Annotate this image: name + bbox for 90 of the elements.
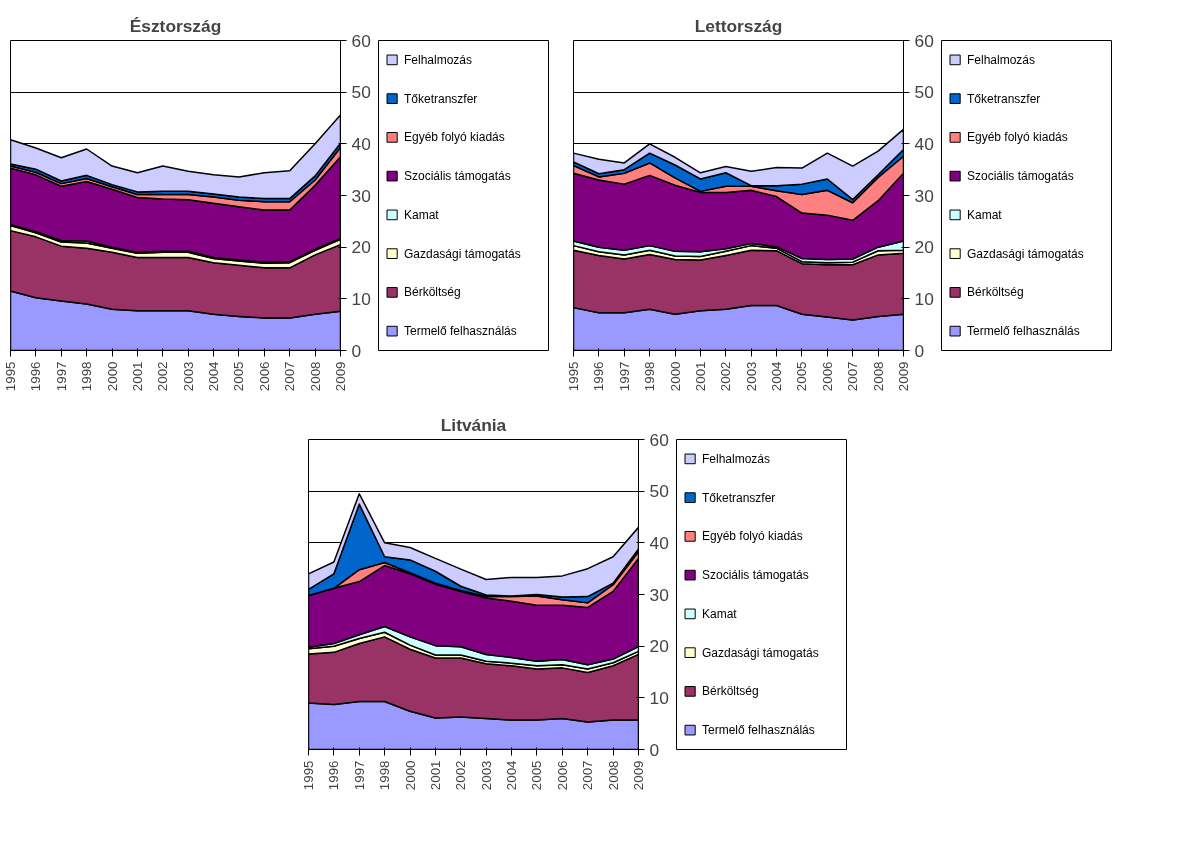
legend-label: Gazdasági támogatás [702, 645, 819, 660]
legend-label: Bérköltség [702, 684, 759, 699]
x-tick-label: 1998 [79, 361, 95, 392]
y-tick-label: 10 [914, 288, 934, 309]
legend-label: Termelő felhasználás [404, 324, 517, 339]
x-tick-label: 1998 [642, 361, 658, 392]
y-tick-label: 30 [351, 185, 371, 206]
x-tick-label: 2006 [256, 361, 272, 392]
x-tick-label: 1997 [53, 361, 69, 392]
x-tick-label: 1996 [591, 361, 607, 392]
y-tick-label: 40 [649, 532, 669, 553]
x-tick-label: 2002 [155, 361, 171, 392]
legend-label: Gazdasági támogatás [967, 246, 1084, 261]
x-tick-label: 2009 [333, 361, 348, 392]
x-tick-label: 1997 [616, 361, 632, 392]
y-tick-label: 60 [649, 429, 669, 450]
x-tick-label: 2007 [845, 361, 861, 392]
x-tick-label: 2002 [718, 361, 734, 392]
chart-title: Észtország [129, 15, 222, 36]
x-tick-label: 2000 [104, 361, 120, 392]
x-tick-label: 2004 [206, 360, 222, 392]
legend-label: Felhalmozás [702, 451, 771, 466]
y-tick-label: 50 [914, 82, 934, 103]
legend-label: Felhalmozás [404, 52, 473, 67]
x-tick-label: 2002 [453, 760, 469, 791]
legend-label: Szociális támogatás [702, 568, 809, 583]
legend-label: Tőketranszfer [404, 91, 478, 106]
y-tick-label: 60 [914, 30, 934, 51]
x-tick-label: 2008 [870, 361, 886, 392]
legend-label: Kamat [404, 207, 440, 222]
y-tick-label: 20 [914, 237, 934, 258]
x-tick-label: 2001 [129, 361, 145, 392]
y-tick-label: 40 [914, 133, 934, 154]
x-tick-label: 2007 [580, 760, 596, 791]
x-tick-label: 1995 [3, 361, 18, 392]
legend-label: Felhalmozás [967, 52, 1036, 67]
legend-label: Szociális támogatás [967, 169, 1074, 184]
y-tick-label: 20 [351, 237, 371, 258]
y-tick-label: 10 [351, 288, 371, 309]
x-tick-label: 2008 [605, 760, 621, 791]
x-tick-label: 2000 [667, 361, 683, 392]
x-tick-label: 2005 [794, 361, 810, 392]
y-tick-label: 50 [649, 481, 669, 502]
x-tick-label: 2004 [504, 759, 520, 791]
x-tick-label: 2005 [529, 760, 545, 791]
x-tick-label: 1998 [377, 760, 393, 791]
x-tick-label: 2004 [769, 360, 785, 392]
x-tick-label: 1996 [28, 361, 44, 392]
x-tick-label: 2006 [554, 760, 570, 791]
x-tick-label: 2003 [180, 361, 196, 392]
x-tick-label: 2006 [819, 361, 835, 392]
y-tick-label: 0 [351, 340, 362, 361]
y-tick-label: 50 [351, 82, 371, 103]
chart-title: Lettország [694, 15, 783, 36]
x-tick-label: 2007 [282, 361, 298, 392]
legend-label: Szociális támogatás [404, 169, 511, 184]
y-tick-label: 30 [649, 584, 669, 605]
chart-title: Litvánia [440, 414, 507, 435]
x-tick-label: 1995 [566, 361, 581, 392]
x-tick-label: 2003 [478, 760, 494, 791]
legend-label: Kamat [967, 207, 1003, 222]
x-tick-label: 1997 [351, 760, 367, 791]
y-tick-label: 10 [649, 687, 669, 708]
x-tick-label: 2009 [896, 361, 911, 392]
x-tick-label: 2009 [631, 760, 646, 791]
legend-label: Kamat [702, 606, 738, 621]
legend-label: Egyéb folyó kiadás [702, 529, 803, 544]
legend-label: Bérköltség [404, 285, 461, 300]
y-tick-label: 30 [914, 185, 934, 206]
x-tick-label: 2000 [402, 760, 418, 791]
x-tick-label: 1996 [326, 760, 342, 791]
legend-label: Bérköltség [967, 285, 1024, 300]
legend-label: Tőketranszfer [967, 91, 1041, 106]
y-tick-label: 60 [351, 30, 371, 51]
legend-label: Gazdasági támogatás [404, 246, 521, 261]
y-tick-label: 0 [649, 739, 660, 760]
legend-label: Egyéb folyó kiadás [404, 130, 505, 145]
x-tick-label: 2008 [307, 361, 323, 392]
x-tick-label: 1995 [301, 760, 316, 791]
legend-label: Egyéb folyó kiadás [967, 130, 1068, 145]
y-tick-label: 20 [649, 636, 669, 657]
x-tick-label: 2005 [231, 361, 247, 392]
legend-label: Termelő felhasználás [702, 723, 815, 738]
x-tick-label: 2003 [743, 361, 759, 392]
y-tick-label: 40 [351, 133, 371, 154]
x-tick-label: 2001 [692, 361, 708, 392]
x-tick-label: 2001 [427, 760, 443, 791]
y-tick-label: 0 [914, 340, 925, 361]
legend-label: Tőketranszfer [702, 490, 776, 505]
legend-label: Termelő felhasználás [967, 324, 1080, 339]
